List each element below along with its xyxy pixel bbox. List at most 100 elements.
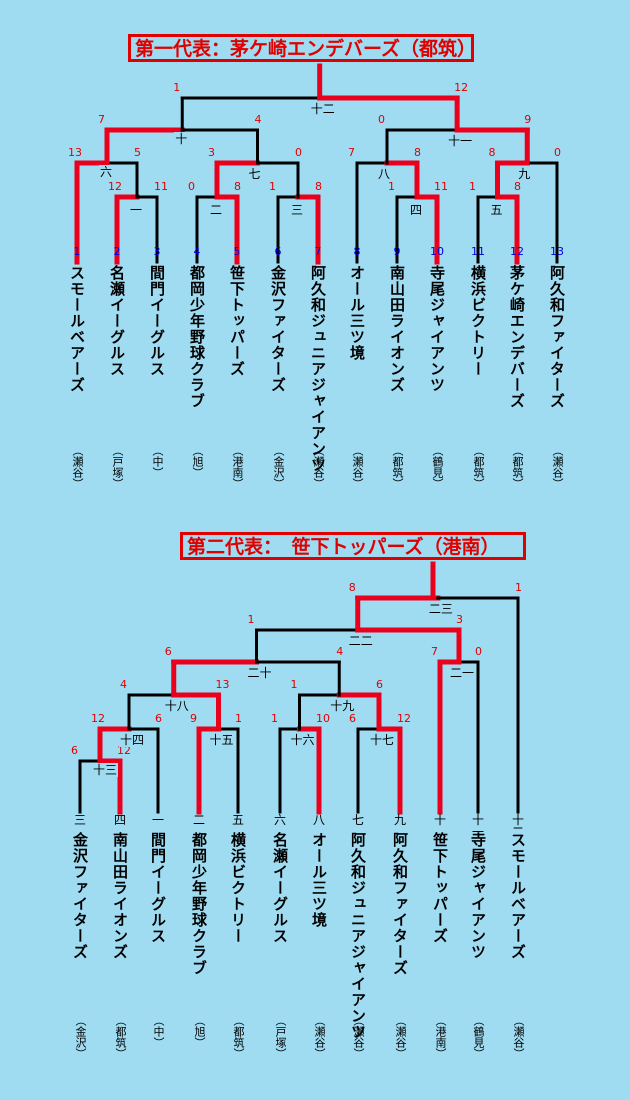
match-number: 十二 [309, 102, 336, 116]
match-number: 十五 [208, 733, 235, 747]
team-ward: （鶴見） [472, 1015, 485, 1059]
match-score: 7 [348, 146, 355, 159]
team-name: 金沢ファイターズ [71, 832, 89, 960]
match-score: 12 [397, 712, 411, 725]
team-ward: （中） [152, 1015, 165, 1048]
bracket1-title: 第一代表：茅ケ崎エンデバーズ（都筑） [128, 34, 476, 62]
team-seed: 八 [312, 813, 325, 827]
team-name: 間門イーグルス [149, 832, 167, 944]
team-seed: 十 [433, 813, 446, 827]
match-number: 二二 [347, 634, 374, 648]
team-seed: 9 [393, 245, 401, 258]
team-seed: 13 [550, 245, 564, 258]
team-name: 名瀬イーグルス [108, 265, 126, 377]
match-number: 十七 [369, 733, 396, 747]
match-score: 1 [235, 712, 242, 725]
match-score: 6 [164, 645, 172, 658]
match-score: 1 [388, 180, 395, 193]
match-number: 十四 [119, 733, 146, 747]
match-number: 八 [377, 167, 392, 181]
team-name: 笹下トッパーズ [431, 832, 449, 944]
match-number: 三 [290, 203, 305, 217]
match-score: 12 [108, 180, 122, 193]
match-number: 十三 [92, 763, 119, 777]
team-ward: （都筑） [472, 445, 485, 489]
team-seed: 7 [314, 245, 322, 258]
match-score: 1 [469, 180, 476, 193]
match-score: 0 [295, 146, 302, 159]
team-name: スモールベアーズ [68, 265, 86, 393]
match-score: 4 [336, 645, 344, 658]
match-score: 7 [431, 645, 438, 658]
team-name: 寺尾ジャイアンツ [469, 832, 487, 960]
match-score: 0 [475, 645, 482, 658]
team-name: 南山田ライオンズ [388, 265, 406, 393]
team-ward: （瀬谷） [312, 445, 325, 489]
match-score: 3 [208, 146, 215, 159]
bracket2-title: 第二代表： 笹下トッパーズ（港南） [180, 532, 526, 560]
match-number: 十一 [447, 134, 474, 148]
team-name: 金沢ファイターズ [269, 265, 287, 393]
team-ward: （旭） [193, 1015, 206, 1048]
team-ward: （都筑） [232, 1015, 245, 1059]
team-ward: （都筑） [114, 1015, 127, 1059]
team-name: 茅ケ崎エンデバーズ [508, 265, 526, 409]
match-score: 13 [215, 678, 230, 691]
match-number: 十六 [289, 733, 316, 747]
match-score: 8 [234, 180, 241, 193]
match-number: 五 [489, 203, 504, 217]
match-score: 4 [120, 678, 127, 691]
match-score: 7 [98, 113, 105, 126]
match-score: 12 [454, 81, 469, 94]
team-ward: （戸塚） [111, 445, 124, 489]
team-ward: （港南） [231, 445, 244, 489]
team-ward: （都筑） [391, 445, 404, 489]
match-score: 12 [117, 744, 131, 757]
team-seed: 六 [273, 813, 286, 827]
team-name: 阿久和ジュニアジャイアンツ [309, 265, 327, 473]
match-score: 0 [188, 180, 195, 193]
match-number: 九 [517, 167, 532, 181]
match-number: 二三 [427, 602, 454, 616]
match-number: 一 [129, 203, 144, 217]
match-score: 11 [154, 180, 168, 193]
team-seed: 11 [471, 245, 485, 258]
match-score: 12 [91, 712, 105, 725]
team-seed: 3 [153, 245, 161, 258]
team-name: 都岡少年野球クラブ [190, 832, 208, 976]
team-ward: （旭） [191, 445, 204, 478]
match-score: 1 [269, 180, 276, 193]
team-ward: （瀬谷） [394, 1015, 407, 1059]
team-name: 横浜ビクトリー [469, 265, 487, 377]
team-ward: （都筑） [511, 445, 524, 489]
match-number: 二一 [449, 666, 476, 680]
team-ward: （金沢） [272, 445, 285, 489]
match-score: 6 [349, 712, 356, 725]
team-ward: （瀬谷） [551, 445, 564, 489]
match-score: 11 [434, 180, 448, 193]
match-score: 1 [290, 678, 298, 691]
team-ward: （瀬谷） [71, 445, 84, 489]
match-score: 3 [456, 613, 463, 626]
team-name: 寺尾ジャイアンツ [428, 265, 446, 393]
team-ward: （金沢） [74, 1015, 87, 1059]
team-name: 笹下トッパーズ [228, 265, 246, 377]
team-seed: 七 [351, 813, 364, 827]
match-number: 六 [99, 165, 114, 179]
match-score: 1 [173, 81, 181, 94]
match-score: 8 [348, 581, 356, 594]
team-seed: 五 [231, 813, 244, 827]
team-name: 阿久和ファイターズ [391, 832, 409, 976]
team-seed: 一 [151, 813, 164, 827]
match-score: 8 [514, 180, 521, 193]
team-ward: （戸塚） [274, 1015, 287, 1059]
team-seed: 4 [193, 245, 201, 258]
match-score: 0 [378, 113, 385, 126]
team-ward: （港南） [434, 1015, 447, 1059]
team-name: 南山田ライオンズ [111, 832, 129, 960]
team-seed: 6 [274, 245, 282, 258]
team-name: 横浜ビクトリー [229, 832, 247, 944]
team-name: オール三ツ境 [348, 265, 366, 361]
team-ward: （瀬谷） [351, 445, 364, 489]
